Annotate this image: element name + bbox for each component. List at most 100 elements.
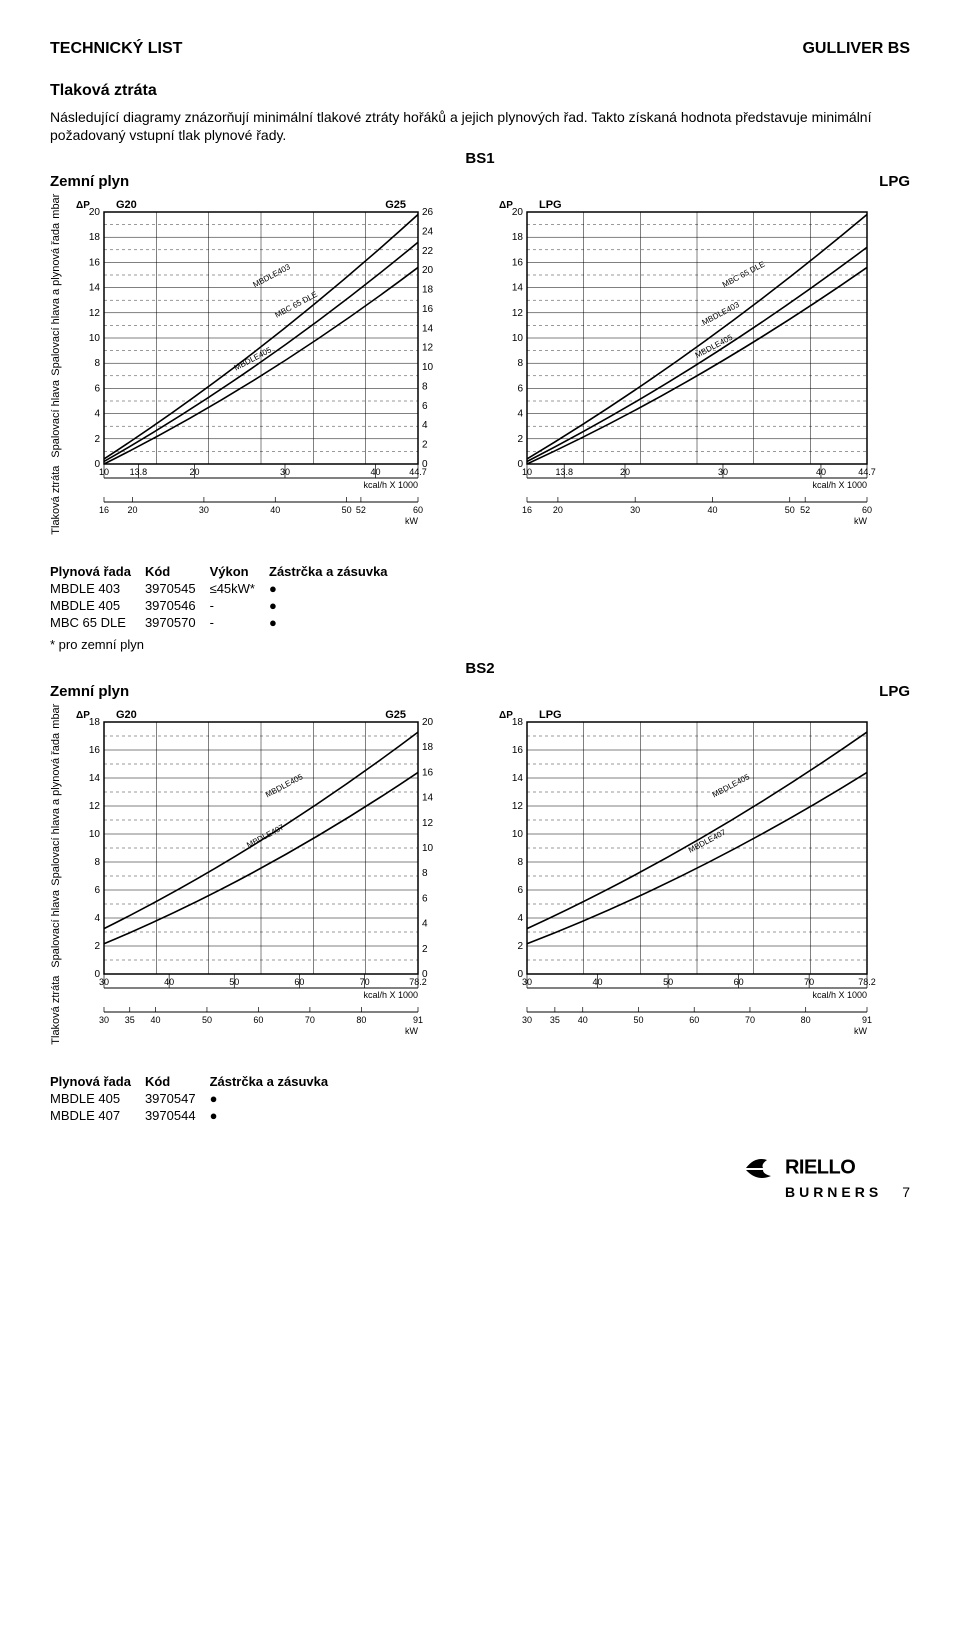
svg-text:14: 14 [512, 773, 524, 784]
svg-text:2: 2 [422, 944, 428, 955]
svg-text:6: 6 [517, 885, 523, 896]
svg-text:44.7: 44.7 [858, 467, 876, 477]
svg-text:18: 18 [422, 285, 434, 296]
svg-text:52: 52 [800, 505, 810, 515]
svg-text:12: 12 [89, 308, 101, 319]
svg-text:kW: kW [405, 516, 419, 524]
svg-text:10: 10 [89, 333, 101, 344]
svg-text:16: 16 [422, 767, 434, 778]
svg-text:50: 50 [633, 1015, 643, 1025]
svg-text:6: 6 [517, 384, 523, 395]
svg-text:12: 12 [422, 343, 434, 354]
riello-logo: RIELLO BURNERS [745, 1154, 882, 1200]
svg-text:6: 6 [422, 893, 428, 904]
svg-text:24: 24 [422, 227, 434, 238]
svg-text:G20: G20 [116, 199, 137, 211]
svg-text:12: 12 [422, 818, 434, 829]
bs1-gas-row: Zemní plyn LPG [50, 173, 910, 190]
svg-text:30: 30 [199, 505, 209, 515]
svg-text:2: 2 [422, 440, 428, 451]
svg-text:30: 30 [522, 1015, 532, 1025]
svg-text:10: 10 [422, 362, 434, 373]
svg-text:12: 12 [89, 801, 101, 812]
svg-text:18: 18 [422, 742, 434, 753]
svg-text:10: 10 [522, 467, 532, 477]
gas-left: Zemní plyn [50, 683, 129, 700]
svg-text:30: 30 [522, 977, 532, 987]
svg-text:6: 6 [94, 885, 100, 896]
svg-text:30: 30 [99, 977, 109, 987]
svg-text:30: 30 [630, 505, 640, 515]
svg-text:kcal/h X 1000: kcal/h X 1000 [363, 480, 418, 490]
svg-text:LPG: LPG [539, 709, 562, 721]
svg-text:16: 16 [512, 745, 524, 756]
svg-text:14: 14 [422, 324, 434, 335]
svg-text:G20: G20 [116, 709, 137, 721]
svg-text:4: 4 [94, 913, 100, 924]
table-row: Plynová řada Kód Výkon Zástrčka a zásuvk… [50, 563, 402, 580]
table-row: MBDLE 407 3970544 ● [50, 1107, 342, 1124]
svg-text:8: 8 [94, 857, 100, 868]
svg-text:12: 12 [512, 308, 524, 319]
bs1-charts: Tlaková ztráta Spalovací hlava Spalovací… [50, 194, 910, 535]
svg-text:50: 50 [202, 1015, 212, 1025]
svg-text:20: 20 [422, 717, 434, 728]
svg-text:91: 91 [413, 1015, 423, 1025]
svg-text:4: 4 [517, 913, 523, 924]
svg-text:2: 2 [94, 434, 100, 445]
svg-text:20: 20 [512, 207, 524, 218]
svg-text:G25: G25 [385, 709, 406, 721]
gas-right: LPG [879, 683, 910, 700]
bs2-zp-chart-wrap: Tlaková ztráta Spalovací hlava Spalovací… [50, 704, 471, 1045]
svg-text:ΔP: ΔP [76, 710, 90, 721]
svg-text:16: 16 [422, 304, 434, 315]
svg-text:35: 35 [125, 1015, 135, 1025]
table-row: Plynová řada Kód Zástrčka a zásuvka [50, 1073, 342, 1090]
svg-text:18: 18 [512, 233, 524, 244]
svg-text:40: 40 [578, 1015, 588, 1025]
svg-text:4: 4 [422, 919, 428, 930]
svg-text:20: 20 [189, 467, 199, 477]
svg-text:40: 40 [370, 467, 380, 477]
svg-text:13.8: 13.8 [130, 467, 148, 477]
bs2-zp-chart: 02468101214161802468101214161820G20G25ΔP… [66, 704, 456, 1034]
svg-text:10: 10 [99, 467, 109, 477]
svg-text:52: 52 [356, 505, 366, 515]
svg-text:40: 40 [270, 505, 280, 515]
svg-text:2: 2 [517, 941, 523, 952]
table-row: MBDLE 405 3970547 ● [50, 1090, 342, 1107]
svg-text:16: 16 [89, 258, 101, 269]
page-number: 7 [902, 1184, 910, 1200]
bs1-label: BS1 [50, 150, 910, 167]
svg-text:10: 10 [89, 829, 101, 840]
svg-text:16: 16 [99, 505, 109, 515]
svg-text:kcal/h X 1000: kcal/h X 1000 [812, 990, 867, 1000]
svg-text:ΔP: ΔP [499, 710, 513, 721]
svg-text:80: 80 [356, 1015, 366, 1025]
svg-text:78.2: 78.2 [858, 977, 876, 987]
svg-text:70: 70 [804, 977, 814, 987]
svg-text:35: 35 [550, 1015, 560, 1025]
svg-text:13.8: 13.8 [555, 467, 573, 477]
svg-text:30: 30 [718, 467, 728, 477]
svg-text:20: 20 [553, 505, 563, 515]
section-title: Tlaková ztráta [50, 82, 910, 100]
svg-text:80: 80 [801, 1015, 811, 1025]
svg-text:20: 20 [422, 266, 434, 277]
svg-text:G25: G25 [385, 199, 406, 211]
svg-text:40: 40 [593, 977, 603, 987]
svg-text:60: 60 [734, 977, 744, 987]
svg-text:40: 40 [164, 977, 174, 987]
gas-left: Zemní plyn [50, 173, 129, 190]
svg-text:20: 20 [128, 505, 138, 515]
svg-text:kcal/h X 1000: kcal/h X 1000 [363, 990, 418, 1000]
svg-text:12: 12 [512, 801, 524, 812]
svg-text:14: 14 [512, 283, 524, 294]
y-axis-label: Tlaková ztráta Spalovací hlava Spalovací… [50, 704, 62, 1045]
svg-text:18: 18 [512, 717, 524, 728]
header-right: GULLIVER BS [802, 40, 910, 58]
svg-text:50: 50 [229, 977, 239, 987]
svg-text:40: 40 [816, 467, 826, 477]
gas-right: LPG [879, 173, 910, 190]
flame-icon [745, 1154, 779, 1182]
